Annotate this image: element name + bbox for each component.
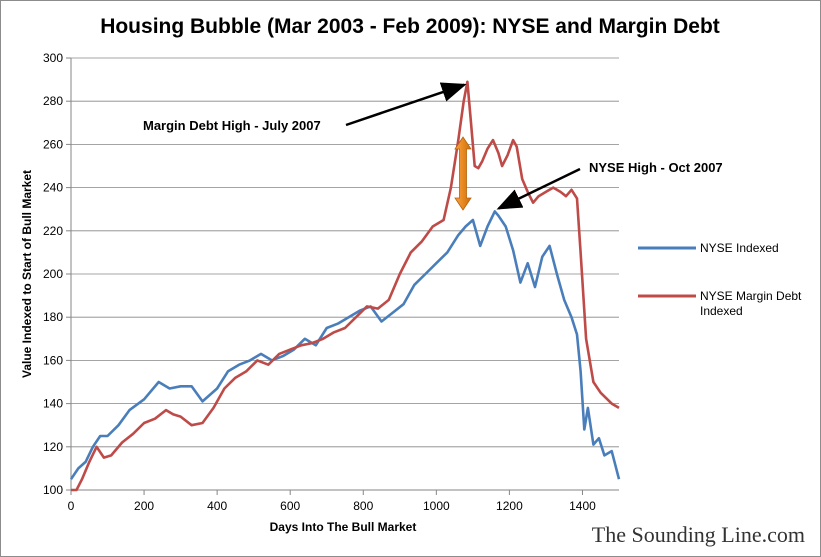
annotation-nyse-high: NYSE High - Oct 2007 [589, 160, 723, 175]
y-tick-label-9: 280 [43, 94, 63, 108]
x-tick-label-3: 600 [280, 499, 300, 513]
annotation-arrow-nyse [496, 167, 581, 210]
x-axis-title: Days Into The Bull Market [270, 520, 417, 534]
x-tick-label-6: 1200 [496, 499, 523, 513]
legend-label-0-0: NYSE Indexed [700, 241, 779, 255]
annotation-margin-high: Margin Debt High - July 2007 [143, 118, 321, 133]
series-line-1 [71, 80, 620, 492]
y-axis-title: Value Indexed to Start of Bull Market [20, 170, 34, 378]
chart-title: Housing Bubble (Mar 2003 - Feb 2009): NY… [100, 15, 720, 38]
x-tick-label-4: 800 [353, 499, 373, 513]
y-tick-label-10: 300 [43, 51, 63, 65]
y-tick-label-7: 240 [43, 181, 63, 195]
y-tick-label-4: 180 [43, 310, 63, 324]
grid-layer [71, 57, 619, 448]
y-tick-label-8: 260 [43, 137, 63, 151]
y-tick-label-6: 220 [43, 224, 63, 238]
annotation-layer: Margin Debt High - July 2007 NYSE High - … [143, 82, 723, 211]
y-tick-label-0: 100 [43, 483, 63, 497]
annotation-arrow-margin [345, 82, 467, 127]
x-tick-label-7: 1400 [569, 499, 596, 513]
ticks-layer: 100 120 140 160 180 200 220 240 260 280 300 0 200 400… [43, 51, 596, 513]
x-tick-label-1: 200 [134, 499, 154, 513]
x-tick-label-2: 400 [207, 499, 227, 513]
series-layer [69, 80, 621, 492]
x-tick-label-5: 1000 [423, 499, 450, 513]
gap-double-arrow [454, 136, 472, 211]
y-tick-label-1: 120 [43, 440, 63, 454]
y-tick-label-3: 160 [43, 353, 63, 367]
legend-label-1-1: Indexed [700, 304, 743, 318]
y-tick-label-5: 200 [43, 267, 63, 281]
brand-watermark: The Sounding Line.com [592, 522, 805, 547]
y-tick-label-2: 140 [43, 397, 63, 411]
series-line-0 [69, 210, 621, 480]
x-tick-label-0: 0 [68, 499, 75, 513]
legend-label-1-0: NYSE Margin Debt [700, 289, 802, 303]
